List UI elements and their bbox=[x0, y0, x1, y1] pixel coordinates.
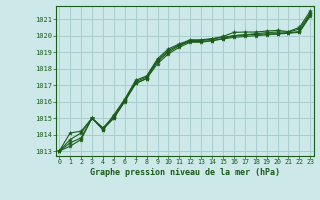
X-axis label: Graphe pression niveau de la mer (hPa): Graphe pression niveau de la mer (hPa) bbox=[90, 168, 280, 177]
